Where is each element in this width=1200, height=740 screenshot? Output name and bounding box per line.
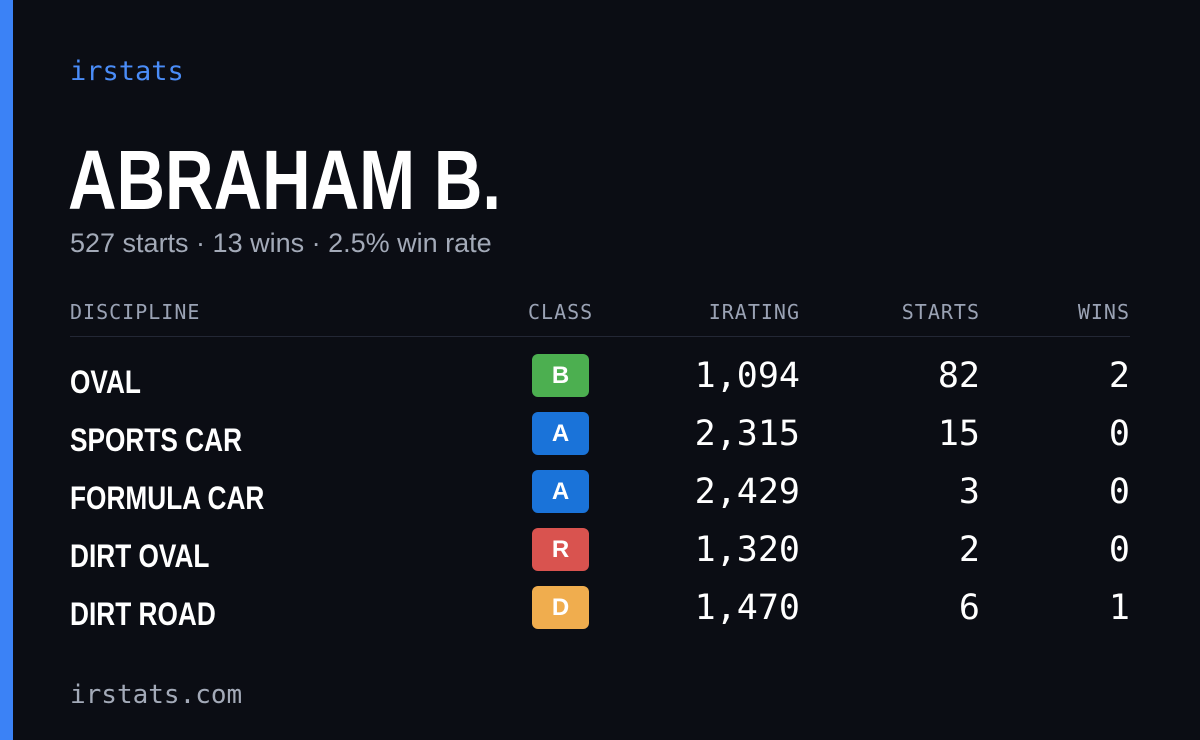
wins-value: 1: [1108, 588, 1130, 628]
starts-value: 82: [937, 356, 980, 396]
wins-value: 0: [1108, 472, 1130, 512]
discipline-name: SPORTS CAR: [70, 422, 243, 458]
irating-value: 1,320: [694, 530, 800, 570]
class-badge: A: [532, 470, 589, 513]
wins-value: 2: [1108, 356, 1130, 396]
driver-name: ABRAHAM B.: [68, 133, 502, 227]
class-badge: A: [532, 412, 589, 455]
table-body: OVAL B 1,094 82 2 SPORTS CAR A 2,315 15 …: [70, 350, 1130, 640]
header-wins: WINS: [1077, 300, 1130, 324]
discipline-name: DIRT ROAD: [70, 596, 216, 632]
wins-value: 0: [1108, 530, 1130, 570]
class-badge: R: [532, 528, 589, 571]
irating-value: 2,429: [694, 472, 800, 512]
table-header: DISCIPLINE CLASS IRATING STARTS WINS: [70, 300, 1130, 337]
irating-value: 2,315: [694, 414, 800, 454]
class-badge: D: [532, 586, 589, 629]
discipline-name: OVAL: [70, 364, 141, 400]
table-row: OVAL B 1,094 82 2: [70, 350, 1130, 408]
wins-value: 0: [1108, 414, 1130, 454]
starts-value: 2: [958, 530, 980, 570]
discipline-name: DIRT OVAL: [70, 538, 210, 574]
footer-url: irstats.com: [70, 680, 243, 710]
table-row: FORMULA CAR A 2,429 3 0: [70, 466, 1130, 524]
irating-value: 1,470: [694, 588, 800, 628]
brand-logo-text: irstats: [70, 56, 184, 87]
header-starts: STARTS: [901, 300, 980, 324]
table-row: DIRT OVAL R 1,320 2 0: [70, 524, 1130, 582]
accent-bar: [0, 0, 13, 740]
irating-value: 1,094: [694, 356, 800, 396]
driver-summary: 527 starts · 13 wins · 2.5% win rate: [70, 228, 492, 258]
header-irating: IRATING: [708, 300, 800, 324]
table-row: SPORTS CAR A 2,315 15 0: [70, 408, 1130, 466]
starts-value: 15: [937, 414, 980, 454]
header-class: CLASS: [528, 300, 594, 324]
discipline-name: FORMULA CAR: [70, 480, 265, 516]
starts-value: 6: [958, 588, 980, 628]
class-badge: B: [532, 354, 589, 397]
header-discipline: DISCIPLINE: [70, 300, 201, 324]
starts-value: 3: [958, 472, 980, 512]
table-row: DIRT ROAD D 1,470 6 1: [70, 582, 1130, 640]
